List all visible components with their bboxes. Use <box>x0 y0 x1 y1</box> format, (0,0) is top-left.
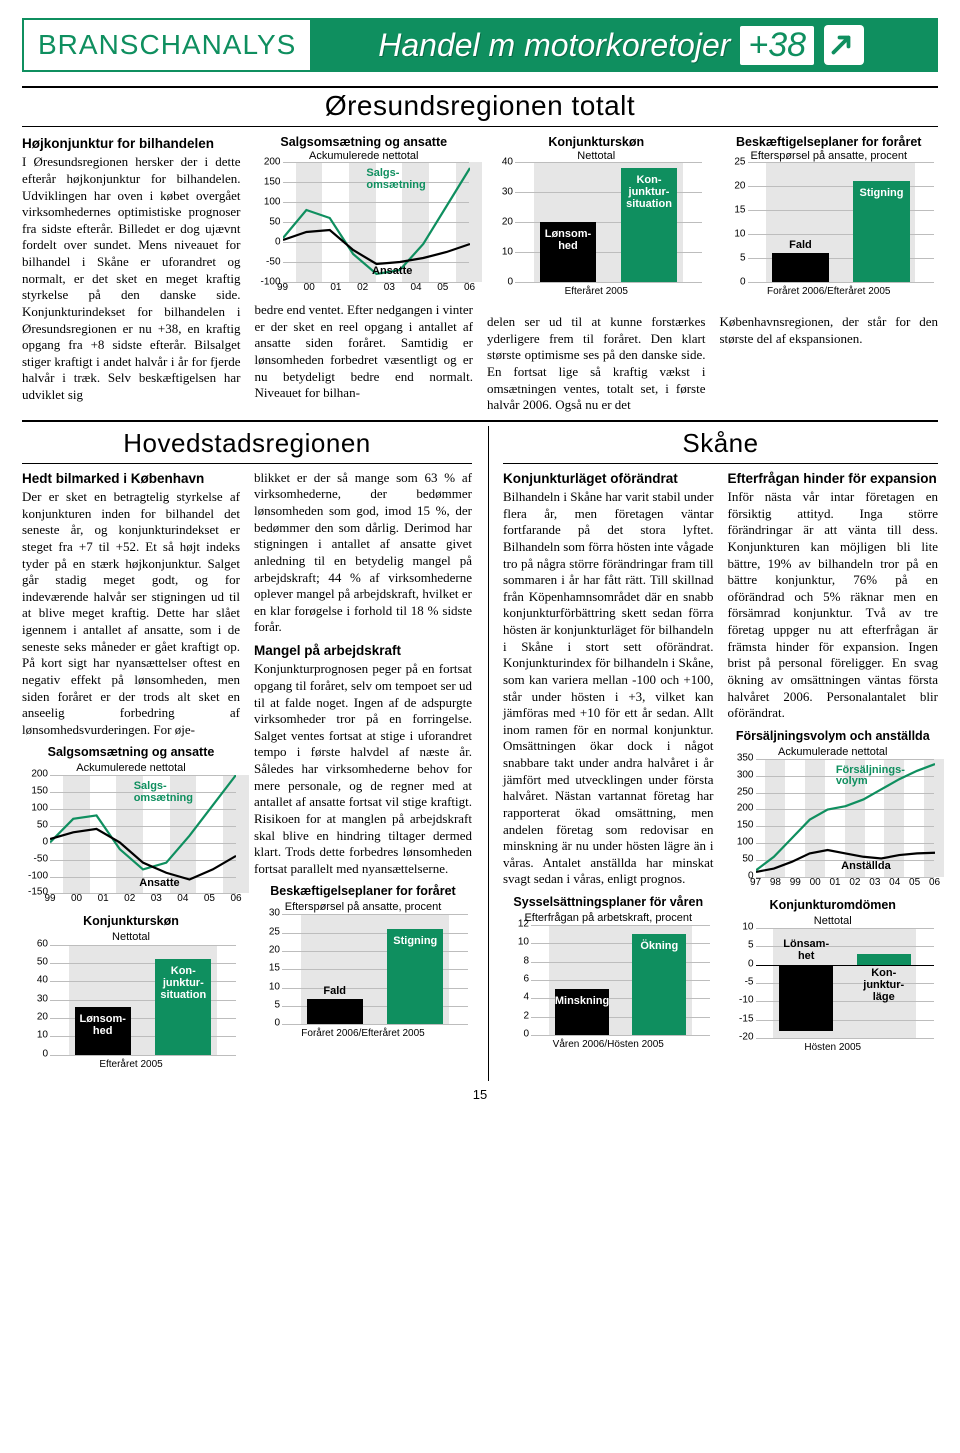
ct1: Salgsomsætning og ansatte <box>255 135 474 149</box>
hoved-text: Der er sket en betragtelig styrkelse af … <box>22 489 240 737</box>
hoved-h2: Mangel på arbejdskraft <box>254 642 472 659</box>
sb-cs: Nettotal <box>728 914 939 928</box>
hb-cs: Nettotal <box>22 930 240 944</box>
ss-ct: Sysselsättningsplaner för våren <box>503 894 714 910</box>
he-cs: Efterspørsel på ansatte, procent <box>254 900 472 914</box>
skane-lead: Konjunkturläget oförändrat <box>503 470 714 487</box>
cs2: Nettotal <box>487 150 706 162</box>
chart-skane-lines: Försäljningsvolym och anställda Ackumule… <box>728 728 939 891</box>
tot-col2-text: bedre end ventet. Efter nedgangen i vint… <box>255 302 474 402</box>
header-banner: BRANSCHANALYS Handel m motorkoretojer +3… <box>22 18 938 72</box>
text-tot1: I Øresundsregionen hersker der i dette e… <box>22 154 241 402</box>
hb-ct: Konjunkturskøn <box>22 913 240 929</box>
banner-right: Handel m motorkoretojer +38 <box>312 18 938 72</box>
chart-skane-syss: Sysselsättningsplaner för våren Efterfrå… <box>503 894 714 1061</box>
sl-ct: Försäljningsvolym och anställda <box>728 728 939 744</box>
hoved-p1: blikket er der så mange som 63 % af virk… <box>254 470 472 635</box>
chart-skane-bars: Konjunkturomdömen Nettotal Lönsam-hetKon… <box>728 897 939 1064</box>
banner-badge: +38 <box>740 26 814 65</box>
sb-ct: Konjunkturomdömen <box>728 897 939 913</box>
ct3: Beskæftigelseplaner for foråret <box>720 135 939 149</box>
chart-hoved-emp: Beskæftigelseplaner for foråret Efterspø… <box>254 883 472 1050</box>
chart-tot-lines: Salgsomsætning og ansatte Ackumulerede n… <box>255 135 474 414</box>
sl-cs: Ackumulerade nettotal <box>728 745 939 759</box>
trend-arrow-icon <box>824 25 864 65</box>
banner-title: Handel m motorkoretojer <box>378 27 730 64</box>
half-hoved: Hovedstadsregionen Hedt bilmarked i Købe… <box>22 426 472 1081</box>
chart-tot-bars: Konjunkturskøn Nettotal Lønsom-hedKon-ju… <box>487 135 706 414</box>
hl-ct: Salgsomsætning og ansatte <box>22 744 240 760</box>
ss-cs: Efterfrågan på arbetskraft, procent <box>503 911 714 925</box>
skane-col-left: Konjunkturläget oförändrat Bilhandeln i … <box>503 470 714 1064</box>
chart-hoved-bars: Konjunkturskøn Nettotal Lønsom-hedKon-ju… <box>22 913 240 1080</box>
cs3: Efterspørsel på ansatte, procent <box>720 150 939 162</box>
hoved-lead: Hedt bilmarked i København <box>22 470 240 487</box>
totalt-charts-row: Højkonjunktur for bilhandelen I Øresunds… <box>22 126 938 422</box>
half-skane: Skåne Konjunkturläget oförändrat Bilhand… <box>488 426 938 1081</box>
tot-col4-text: Københavnsregionen, der står for den stø… <box>720 314 939 347</box>
chart-tot-emp: Beskæftigelseplaner for foråret Efterspø… <box>720 135 939 414</box>
hl-cs: Ackumulerede nettotal <box>22 761 240 775</box>
lead-tot: Højkonjunktur for bilhandelen <box>22 135 241 152</box>
tot-col3-text: delen ser ud til at kunne forstærkes yde… <box>487 314 706 414</box>
totalt-col1: Højkonjunktur for bilhandelen I Øresunds… <box>22 135 241 414</box>
ct2: Konjunkturskøn <box>487 135 706 149</box>
banner-left: BRANSCHANALYS <box>22 18 312 72</box>
hoved-col-left: Hedt bilmarked i København Der er sket e… <box>22 470 240 1081</box>
section-title-totalt: Øresundsregionen totalt <box>22 88 938 126</box>
skane-text: Bilhandeln i Skåne har varit stabil unde… <box>503 489 714 886</box>
split-row: Hovedstadsregionen Hedt bilmarked i Købe… <box>22 426 938 1081</box>
hoved-p2: Konjunkturprognosen peger på en fortsat … <box>254 661 472 876</box>
skane-h1: Efterfrågan hinder för expansion <box>728 470 939 487</box>
hoved-title: Hovedstadsregionen <box>22 426 472 463</box>
page-number: 15 <box>22 1087 938 1102</box>
skane-col-right: Efterfrågan hinder för expansion Inför n… <box>728 470 939 1064</box>
cs1: Ackumulerede nettotal <box>255 150 474 162</box>
skane-p1: Inför nästa vår intar företagen en försi… <box>728 489 939 720</box>
he-ct: Beskæftigelseplaner for foråret <box>254 883 472 899</box>
skane-title: Skåne <box>503 426 938 463</box>
chart-hoved-lines: Salgsomsætning og ansatte Ackumulerede n… <box>22 744 240 907</box>
hoved-col-right: blikket er der så mange som 63 % af virk… <box>254 470 472 1081</box>
